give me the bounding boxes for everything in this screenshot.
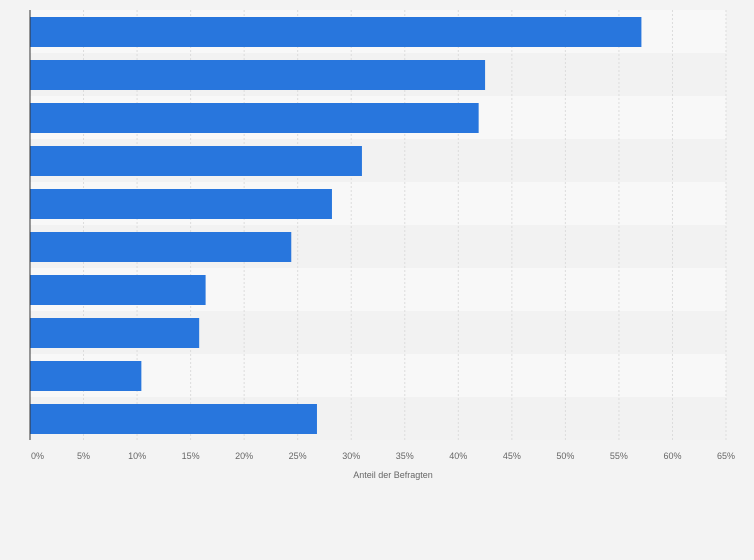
bar xyxy=(30,189,332,219)
bar xyxy=(30,146,362,176)
x-tick-label: 0% xyxy=(31,451,44,461)
x-tick-label: 50% xyxy=(556,451,574,461)
x-tick-label: 10% xyxy=(128,451,146,461)
x-tick-label: 15% xyxy=(182,451,200,461)
x-tick-label: 30% xyxy=(342,451,360,461)
x-tick-label: 45% xyxy=(503,451,521,461)
bar xyxy=(30,103,479,133)
bars xyxy=(30,17,642,434)
bar xyxy=(30,361,142,391)
x-tick-label: 65% xyxy=(717,451,735,461)
x-tick-label: 55% xyxy=(610,451,628,461)
x-tick-label: 60% xyxy=(663,451,681,461)
x-tick-label: 35% xyxy=(396,451,414,461)
bar xyxy=(30,318,200,348)
x-tick-label: 25% xyxy=(289,451,307,461)
x-axis-tick-labels: 0% 5% 10% 15% 20% 25% 30% 35% 40% 45% 50% 55% 60% 65% xyxy=(31,451,735,461)
x-tick-label: 20% xyxy=(235,451,253,461)
x-tick-label: 5% xyxy=(77,451,90,461)
bar xyxy=(30,232,292,262)
row-band xyxy=(30,354,726,397)
bar xyxy=(30,60,486,90)
x-tick-label: 40% xyxy=(449,451,467,461)
bar xyxy=(30,275,206,305)
bar xyxy=(30,404,317,434)
bar xyxy=(30,17,642,47)
x-axis-title: Anteil der Befragten xyxy=(353,470,433,480)
